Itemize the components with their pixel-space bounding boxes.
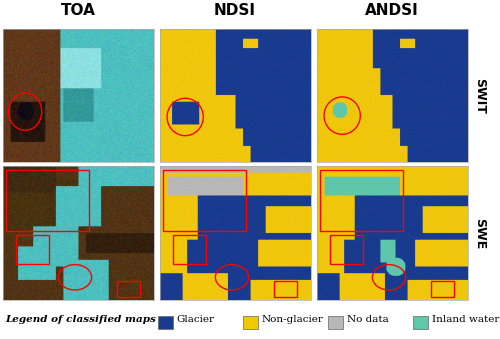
Text: SWIT: SWIT	[474, 78, 486, 114]
Bar	[330, 235, 364, 264]
Bar	[162, 171, 246, 231]
Text: Glacier: Glacier	[176, 315, 214, 324]
Text: Non-glacier: Non-glacier	[262, 315, 324, 324]
Bar	[16, 235, 50, 264]
Text: Legend of classified maps: Legend of classified maps	[5, 315, 156, 324]
Text: TOA: TOA	[60, 3, 96, 18]
Bar	[158, 316, 172, 329]
Text: NDSI: NDSI	[214, 3, 256, 18]
Bar	[432, 281, 454, 297]
Text: Inland water: Inland water	[432, 315, 499, 324]
Bar	[412, 316, 428, 329]
Bar	[328, 316, 342, 329]
Text: ANDSI: ANDSI	[365, 3, 419, 18]
Bar	[118, 281, 140, 297]
Bar	[242, 316, 258, 329]
Bar	[6, 171, 88, 231]
Bar	[173, 235, 206, 264]
Text: No data: No data	[346, 315, 389, 324]
Bar	[274, 281, 297, 297]
Bar	[320, 171, 402, 231]
Text: SWE: SWE	[474, 218, 486, 249]
